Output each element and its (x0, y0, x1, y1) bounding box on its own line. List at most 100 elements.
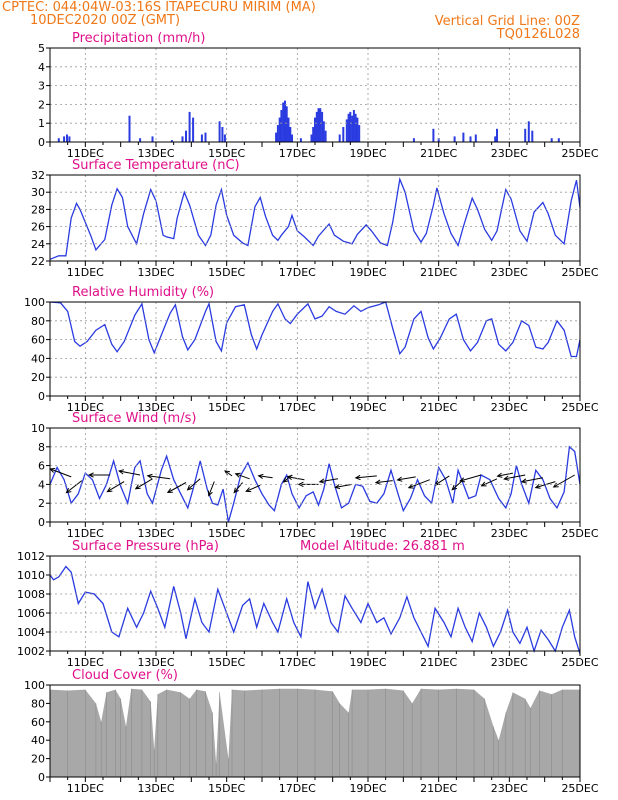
precipitation-bar (275, 132, 278, 142)
precipitation-bar (494, 136, 497, 142)
y-tick-label: 1004 (17, 626, 45, 639)
precipitation-bar (352, 110, 355, 142)
temperature-title: Surface Temperature (nC) (72, 158, 240, 173)
precipitation-bar (221, 127, 224, 142)
x-tick-label: 17DEC (279, 147, 316, 160)
humidity-panel: 0 20 40 60 80 100 11DEC 13DEC 15DEC 17DEC 19DEC 21D… (24, 285, 599, 414)
y-tick-label: 0 (38, 516, 45, 529)
x-tick-label: 25DEC (561, 656, 598, 669)
precipitation-bar (280, 110, 283, 142)
y-tick-label: 8 (38, 441, 45, 454)
precipitation-title: Precipitation (mm/h) (72, 31, 205, 46)
wind-vector-arrow (166, 482, 187, 494)
run-time-header: 10DEC2020 00Z (GMT) (30, 13, 180, 28)
wind-vector-arrow (459, 474, 482, 483)
y-tick-label: 1010 (17, 569, 45, 582)
wind-vector-arrow (106, 481, 125, 493)
humidity-line (49, 301, 581, 358)
precipitation-bar (68, 136, 71, 142)
precipitation-bar (200, 134, 203, 142)
precipitation-bar (317, 108, 320, 142)
precipitation-bar (469, 136, 472, 142)
precipitation-bar (524, 128, 527, 142)
model-altitude-label: Model Altitude: 26.881 m (300, 539, 465, 554)
precipitation-bar (412, 138, 415, 142)
precipitation-bar (312, 127, 315, 142)
y-tick-label: 10 (31, 422, 45, 435)
y-tick-label: 32 (31, 169, 45, 182)
y-tick-label: 3 (38, 80, 45, 93)
x-tick-label: 15DEC (208, 782, 245, 795)
precipitation-bar (557, 138, 560, 142)
precipitation-bar (291, 134, 293, 142)
precipitation-bar (204, 132, 207, 142)
y-tick-label: 2 (38, 98, 45, 111)
x-tick-label: 23DEC (491, 147, 528, 160)
precipitation-bar (351, 115, 354, 142)
y-tick-label: 60 (31, 334, 45, 347)
wind-vector-arrow (520, 477, 543, 484)
precipitation-bar (342, 127, 345, 142)
precipitation-bar (282, 102, 285, 142)
precipitation-bar (354, 113, 357, 142)
precipitation-bar (349, 111, 352, 142)
wind-vector-arrow (146, 473, 171, 480)
precipitation-bar (63, 136, 66, 142)
pressure-panel: 1002 1004 1006 1008 1010 1012 11DEC 13DEC 15DEC 1… (17, 539, 599, 669)
y-tick-label: 6 (38, 460, 45, 473)
wind-vector-arrow (374, 479, 393, 485)
precipitation-bar (66, 134, 68, 142)
y-tick-label: 1 (38, 117, 45, 130)
y-tick-label: 100 (24, 679, 45, 692)
y-tick-label: 80 (31, 697, 45, 710)
y-tick-label: 20 (31, 753, 45, 766)
x-tick-label: 17DEC (279, 656, 316, 669)
y-tick-label: 2 (38, 497, 45, 510)
y-tick-label: 40 (31, 734, 45, 747)
y-tick-label: 20 (31, 371, 45, 384)
wind-vector-arrow (496, 472, 513, 478)
y-tick-label: 1002 (17, 645, 45, 658)
x-tick-label: 23DEC (491, 527, 528, 540)
precipitation-bar (319, 108, 322, 142)
y-tick-label: 24 (31, 238, 45, 251)
x-tick-label: 25DEC (561, 266, 598, 279)
precipitation-bar (321, 111, 324, 142)
grid-line-note: Vertical Grid Line: 00Z (435, 14, 580, 29)
temperature-frame (49, 174, 581, 262)
x-tick-label: 13DEC (137, 527, 174, 540)
wind-panel: 0 2 4 6 8 10 11DEC 13DEC 15DEC 17DEC 19DEC 21DEC 23D… (31, 411, 599, 540)
precipitation-bar (474, 134, 477, 142)
y-tick-label: 26 (31, 221, 45, 234)
precipitation-bar (170, 140, 173, 142)
x-tick-label: 15DEC (208, 147, 245, 160)
x-tick-label: 17DEC (279, 527, 316, 540)
x-tick-label: 19DEC (349, 147, 386, 160)
x-tick-label: 23DEC (491, 266, 528, 279)
x-tick-label: 25DEC (561, 527, 598, 540)
pressure-line (49, 565, 581, 654)
wind-vector-arrow (354, 474, 377, 481)
wind-vector-arrow (503, 474, 526, 481)
y-tick-label: 30 (31, 186, 45, 199)
x-tick-label: 15DEC (208, 401, 245, 414)
x-tick-label: 11DEC (67, 656, 104, 669)
x-tick-label: 17DEC (279, 782, 316, 795)
y-tick-label: 60 (31, 716, 45, 729)
precipitation-panel: 0 1 2 3 4 5 11DEC 13DEC 15DEC 17DEC 19DEC 21DEC 23DE… (38, 31, 599, 160)
x-tick-label: 19DEC (349, 266, 386, 279)
temperature-line (49, 176, 581, 260)
model-id: TQ0126L028 (496, 27, 580, 42)
y-tick-label: 1008 (17, 588, 45, 601)
precipitation-bar (128, 115, 131, 142)
precipitation-bar (358, 125, 361, 142)
precipitation-bar (287, 117, 290, 142)
precipitation-bar (185, 130, 187, 142)
temperature-panel: 22 24 26 28 30 32 11DEC 13DEC 15DEC 17DEC 19DEC 21D… (31, 158, 599, 279)
precipitation-bar (285, 106, 288, 142)
wind-vector-arrow (245, 484, 261, 493)
wind-vector-arrow (117, 469, 141, 476)
wind-vector-arrow (318, 478, 339, 484)
x-tick-label: 25DEC (561, 147, 598, 160)
